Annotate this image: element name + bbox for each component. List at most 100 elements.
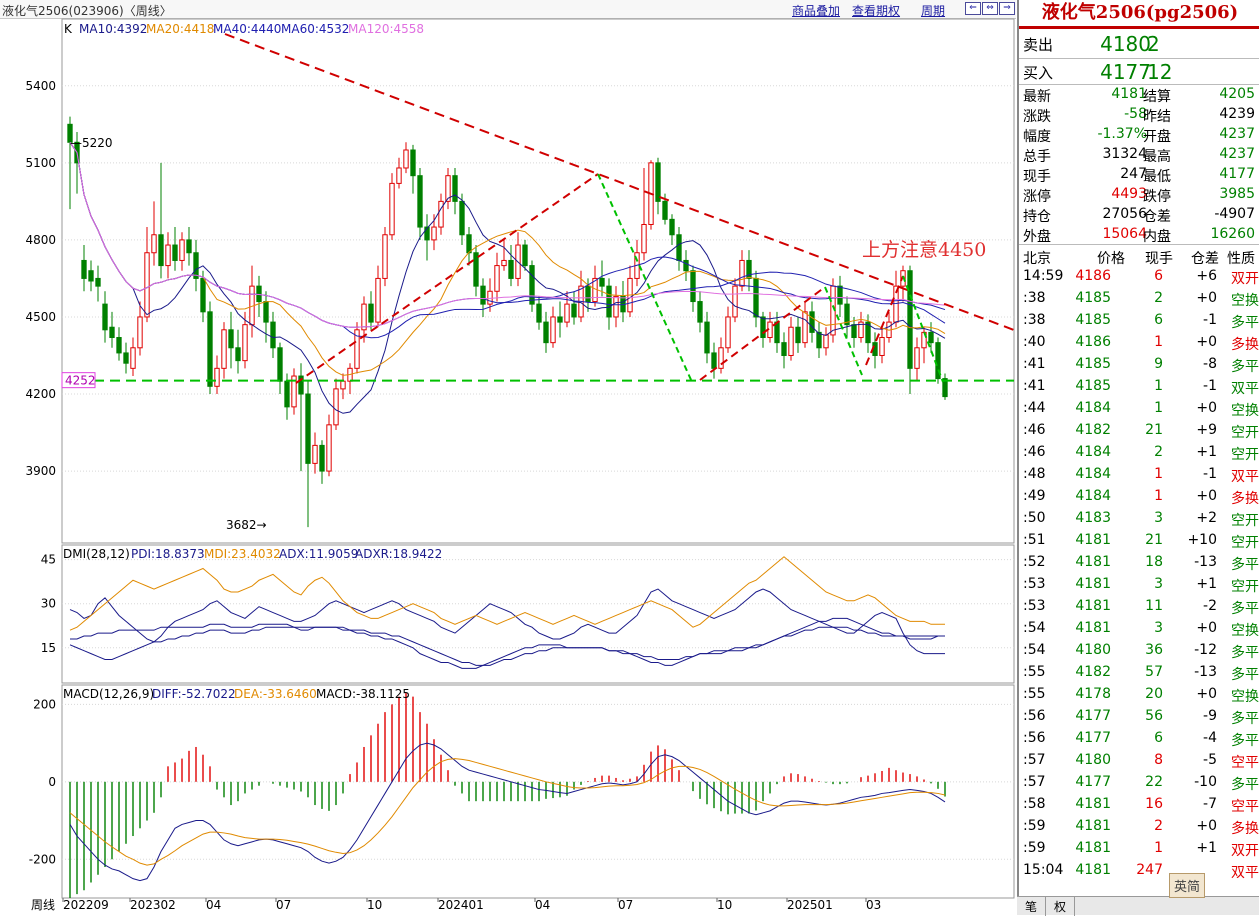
tick-time: :56 [1023, 730, 1046, 746]
tick-price: 4186 [1075, 334, 1111, 350]
tick-oi-change: +1 [1196, 444, 1217, 460]
tick-row[interactable]: :49 4184 1 +0 多换 [1019, 488, 1259, 508]
language-badge[interactable]: 英简 [1168, 873, 1205, 898]
tick-row[interactable]: :59 4181 2 +0 多换 [1019, 818, 1259, 838]
window-restore-icon[interactable]: ⇐ [965, 2, 981, 15]
tick-oi-change: +0 [1196, 620, 1217, 636]
tick-row[interactable]: :59 4181 1 +1 双开 [1019, 840, 1259, 860]
tick-time: 14:59 [1023, 268, 1064, 284]
tick-row[interactable]: :40 4186 1 +0 多换 [1019, 334, 1259, 354]
stat-label: 开盘 [1143, 129, 1171, 145]
tick-type: 空开 [1231, 447, 1259, 463]
tick-time: :59 [1023, 840, 1046, 856]
tick-type: 多平 [1231, 359, 1259, 375]
candle-body [662, 200, 668, 220]
period-button[interactable]: 周期 [921, 4, 946, 18]
stat-row: 现手 247 最低 4177 [1019, 166, 1259, 186]
tick-row[interactable]: :57 4177 22 -10 多平 [1019, 774, 1259, 794]
tick-row[interactable]: :38 4185 2 +0 空换 [1019, 290, 1259, 310]
stat-label: 幅度 [1023, 129, 1051, 145]
tick-oi-change: +2 [1196, 510, 1217, 526]
tick-row[interactable]: :50 4183 3 +2 空开 [1019, 510, 1259, 530]
tick-row[interactable]: :52 4181 18 -13 多平 [1019, 554, 1259, 574]
stat-value: -58 [1124, 106, 1147, 122]
window-split-icon[interactable]: ⇔ [982, 2, 998, 15]
candle-body [137, 316, 143, 349]
tick-row[interactable]: :53 4181 3 +1 空开 [1019, 576, 1259, 596]
tick-row[interactable]: :46 4184 2 +1 空开 [1019, 444, 1259, 464]
stat-row: 外盘 15064 内盘 16260 [1019, 226, 1259, 246]
tick-oi-change: -7 [1203, 796, 1217, 812]
candle-body [445, 175, 451, 202]
x-tick-label: 10 [717, 898, 732, 912]
dmi-pdi-line [69, 588, 945, 655]
tick-row[interactable]: :44 4184 1 +0 空换 [1019, 400, 1259, 420]
tick-row[interactable]: :57 4180 8 -5 空平 [1019, 752, 1259, 772]
tick-row[interactable]: :54 4180 36 -12 多平 [1019, 642, 1259, 662]
x-tick-label: 202302 [130, 898, 176, 912]
dmi-adxr-line [70, 623, 945, 666]
candle-body [102, 303, 108, 331]
candle-body [473, 252, 479, 287]
tick-row[interactable]: :41 4185 1 -1 双平 [1019, 378, 1259, 398]
tick-row[interactable]: :46 4182 21 +9 空开 [1019, 422, 1259, 442]
tick-row[interactable]: :51 4181 21 +10 空开 [1019, 532, 1259, 552]
tick-time: :38 [1023, 290, 1046, 306]
tick-type: 空开 [1231, 425, 1259, 441]
candle-body [116, 337, 122, 354]
tick-volume: 22 [1145, 774, 1163, 790]
stat-value: -1.37% [1097, 126, 1147, 142]
ma20-line [69, 142, 946, 376]
tick-row[interactable]: :53 4181 11 -2 多平 [1019, 598, 1259, 618]
candle-body [879, 337, 885, 356]
window-title: 液化气2506(023906)〈周线〉 [2, 4, 172, 18]
tick-volume: 3 [1154, 576, 1163, 592]
candle-body [725, 316, 731, 349]
tick-row[interactable]: 15:04 4181 247 双平 [1019, 862, 1259, 882]
tick-row[interactable]: :58 4181 16 -7 空平 [1019, 796, 1259, 816]
dmi-legend-item: MDI:23.4032 [204, 547, 281, 561]
divider [1019, 244, 1259, 245]
tick-price: 4181 [1075, 862, 1111, 878]
tick-row[interactable]: :56 4177 56 -9 多平 [1019, 708, 1259, 728]
candle-body [494, 265, 500, 292]
tick-oi-change: -8 [1203, 356, 1217, 372]
window-expand-icon[interactable]: ⇒ [999, 2, 1015, 15]
tick-volume: 1 [1154, 466, 1163, 482]
candle-body [368, 303, 374, 323]
tick-type: 双开 [1231, 271, 1259, 287]
candle-body [186, 239, 192, 254]
tick-header-oi: 仓差 [1191, 251, 1219, 267]
tick-row[interactable]: :38 4185 6 -1 多平 [1019, 312, 1259, 332]
candle-body [585, 285, 591, 303]
tick-row[interactable]: :48 4184 1 -1 双平 [1019, 466, 1259, 486]
tab-options[interactable]: 权 [1046, 897, 1076, 916]
stat-label: 现手 [1023, 169, 1051, 185]
tick-row[interactable]: :55 4182 57 -13 多平 [1019, 664, 1259, 684]
overlay-button[interactable]: 商品叠加 [792, 4, 841, 18]
tick-row[interactable]: :54 4181 3 +0 空换 [1019, 620, 1259, 640]
candle-body [459, 200, 465, 236]
high-price-marker: —5220 [70, 136, 113, 150]
tick-row[interactable]: :56 4177 6 -4 多平 [1019, 730, 1259, 750]
stat-value: 4177 [1219, 166, 1255, 182]
candle-body [193, 252, 199, 279]
tick-oi-change: +1 [1196, 840, 1217, 856]
dmi-tick-label: 30 [41, 597, 56, 611]
candle-body [816, 331, 822, 349]
candle-body [746, 259, 752, 279]
price-legend-item: MA40:4440 [213, 22, 281, 36]
tick-row[interactable]: :55 4178 20 +0 空换 [1019, 686, 1259, 706]
tick-price: 4181 [1075, 840, 1111, 856]
tab-trades[interactable]: 笔 [1017, 897, 1047, 916]
tick-volume: 6 [1154, 730, 1163, 746]
tick-type: 多平 [1231, 711, 1259, 727]
history-button[interactable]: 查看期权 [852, 4, 901, 18]
stat-label: 结算 [1143, 89, 1171, 105]
dmi-mdi-line [69, 556, 945, 631]
tick-row[interactable]: 14:59 4186 6 +6 双开 [1019, 268, 1259, 288]
candle-body [165, 244, 171, 267]
tick-oi-change: +0 [1196, 290, 1217, 306]
tick-row[interactable]: :41 4185 9 -8 多平 [1019, 356, 1259, 376]
